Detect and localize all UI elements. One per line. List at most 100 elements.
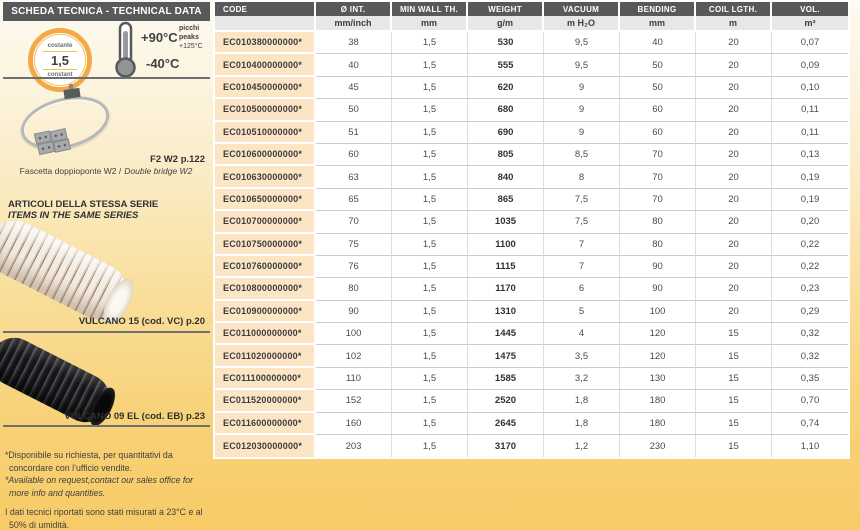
code-cell: EC011100000000* [215,367,316,391]
value-cell: 70 [620,143,696,167]
value-cell: 555 [468,54,544,77]
value-cell: 20 [696,255,772,279]
value-cell: 80 [620,211,696,234]
value-cell: 1,5 [392,300,468,324]
value-cell: 0,22 [772,255,848,279]
footnote-availability-it: *Disponibile su richiesta, per quantitat… [5,450,173,473]
value-cell: 690 [468,121,544,144]
column-header-weight: WEIGHT [468,2,544,16]
value-cell: 1,10 [772,435,848,458]
series-item-label: VULCANO 15 (cod. VC) p.20 [78,316,205,327]
value-cell: 0,32 [772,323,848,346]
hose-opening [85,383,121,430]
sidebar: SCHEDA TECNICA - TECHNICAL DATA costante… [0,0,215,530]
clamp-plate [53,138,71,153]
unit-cell: m H₂O [544,16,620,32]
value-cell: 6 [544,278,620,301]
section-title-bar: SCHEDA TECNICA - TECHNICAL DATA [3,2,210,21]
value-cell: 1,5 [392,278,468,301]
clamp-caption-en: Double bridge W2 [124,166,193,176]
code-cell: EC010760000000* [215,255,316,279]
code-cell: EC010630000000* [215,166,316,189]
value-cell: 9 [544,99,620,122]
value-cell: 1,8 [544,412,620,436]
value-cell: 50 [316,99,392,122]
value-cell: 0,74 [772,412,848,436]
value-cell: 230 [620,435,696,458]
value-cell: 0,11 [772,121,848,144]
value-cell: 840 [468,166,544,189]
value-cell: 7 [544,255,620,279]
constant-badge-content: costante 1,5 constant [42,41,78,80]
hose-tube [0,211,140,329]
temperature-max: +90°C [141,30,178,45]
code-cell: EC010750000000* [215,233,316,256]
value-cell: 1,5 [392,323,468,346]
value-cell: 160 [316,412,392,436]
column-header-bending: BENDING [620,2,696,16]
value-cell: 152 [316,390,392,413]
value-cell: 120 [620,323,696,346]
table-row: EC010600000000* 60 1,5 805 8,5 70 20 0,13 [215,143,848,167]
value-cell: 1035 [468,211,544,234]
value-cell: 9 [544,121,620,144]
value-cell: 9 [544,76,620,100]
unit-cell: mm/inch [316,16,392,32]
value-cell: 0,10 [772,76,848,100]
value-cell: 0,23 [772,278,848,301]
value-cell: 15 [696,435,772,458]
badge-label-en: constant [42,68,78,80]
value-cell: 20 [696,278,772,301]
column-header-vacuum: VACUUM [544,2,620,16]
code-cell: EC011520000000* [215,390,316,413]
value-cell: 15 [696,345,772,368]
value-cell: 3170 [468,435,544,458]
code-cell: EC010800000000* [215,278,316,301]
value-cell: 20 [696,99,772,122]
value-cell: 8 [544,166,620,189]
table-row: EC010450000000* 45 1,5 620 9 50 20 0,10 [215,76,848,100]
value-cell: 180 [620,390,696,413]
value-cell: 9,5 [544,32,620,55]
value-cell: 15 [696,390,772,413]
code-cell: EC010900000000* [215,300,316,324]
value-cell: 1,5 [392,143,468,167]
unit-cell: mm [620,16,696,32]
value-cell: 38 [316,32,392,55]
value-cell: 65 [316,188,392,212]
value-cell: 3,2 [544,367,620,391]
code-cell: EC010380000000* [215,32,316,55]
value-cell: 805 [468,143,544,167]
value-cell: 1585 [468,367,544,391]
value-cell: 20 [696,32,772,55]
value-cell: 1,5 [392,435,468,458]
value-cell: 0,07 [772,32,848,55]
value-cell: 120 [620,345,696,368]
value-cell: 1,5 [392,188,468,212]
value-cell: 7,5 [544,211,620,234]
value-cell: 15 [696,412,772,436]
value-cell: 80 [316,278,392,301]
value-cell: 680 [468,99,544,122]
peaks-label-it: picchi [179,25,200,32]
value-cell: 20 [696,76,772,100]
value-cell: 1,8 [544,390,620,413]
table-row: EC011520000000* 152 1,5 2520 1,8 180 15 0,70 [215,390,848,413]
value-cell: 1,5 [392,412,468,436]
constant-value-badge: costante 1,5 constant [28,28,92,92]
footnote-conditions-it: I dati tecnici riportati sono stati misu… [5,507,203,530]
divider [3,77,210,79]
value-cell: 90 [620,278,696,301]
value-cell: 15 [696,323,772,346]
value-cell: 3,5 [544,345,620,368]
value-cell: 1,5 [392,345,468,368]
code-cell: EC011000000000* [215,323,316,346]
code-cell: EC010510000000* [215,121,316,144]
table-body: EC010380000000* 38 1,5 530 9,5 40 20 0,07 EC0104… [215,32,848,458]
code-cell: EC011600000000* [215,412,316,436]
value-cell: 1445 [468,323,544,346]
value-cell: 2520 [468,390,544,413]
code-cell: EC010500000000* [215,99,316,122]
value-cell: 0,32 [772,345,848,368]
